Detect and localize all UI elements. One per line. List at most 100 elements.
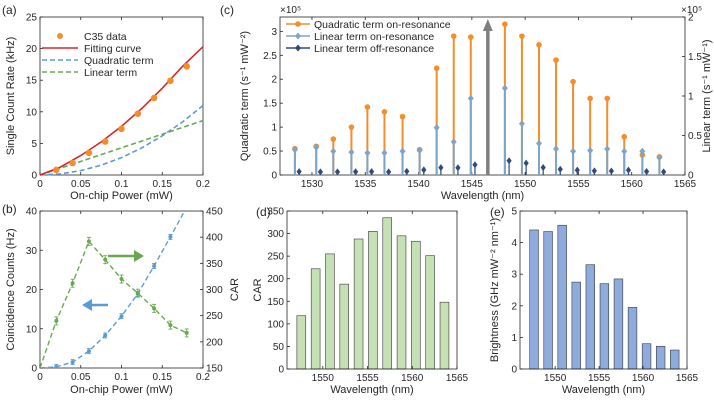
arrow-head-right [134,250,144,262]
stem-marker-linear-off [455,164,461,172]
panel-label-a: (a) [2,3,17,17]
axes-frame [39,210,204,369]
x-tick-label: 1530 [301,179,324,190]
y-tick-label: 20 [26,285,38,296]
stem-marker-linear-on [467,94,474,102]
legend-label: Fitting curve [84,43,141,55]
y2-axis-label: Linear term (s⁻¹ mW⁻¹) [701,39,713,152]
legend-label: Quadratic term on-resonance [314,19,451,31]
stem-marker-quadratic [502,21,508,27]
chart-panel-d: 1550 1555 1560 1565 0 50 100 150 200 250 300 350 Wav… [252,207,469,397]
stem-marker-quadratic [536,41,542,48]
stem-marker-linear-off [557,165,563,173]
x-tick-label: 1550 [514,179,537,190]
x-tick-label: 1560 [632,373,655,384]
y-tick-label: 20 [26,44,38,55]
bar [641,343,652,370]
stem-marker-quadratic [587,95,593,102]
stem-marker-linear-on [639,147,646,155]
stem-marker-linear-off [643,167,650,175]
stem-marker-quadratic [433,65,440,72]
plot-area [40,211,189,368]
series-line [39,104,204,176]
stem-marker-linear-on [587,147,594,155]
x-tick-label: 0.2 [196,179,210,190]
y-tick-label: 350 [267,207,284,218]
bar [557,224,567,370]
x-tick-label: 1550 [312,373,335,384]
x-tick-label: 1550 [544,373,567,384]
bar [425,255,435,370]
x-tick-label: 0.15 [153,179,173,190]
y-tick-label: 10 [26,107,38,118]
y-tick-label: 4 [511,238,517,249]
y-tick-label: 50 [273,342,285,353]
bar [339,283,350,370]
stem-marker-linear-on [433,124,440,132]
legend-marker [295,21,301,27]
data-point [152,306,157,311]
stem-marker-quadratic [519,33,525,39]
y-tick-label: 2.5 [263,51,277,62]
stem-marker-linear-off [386,168,392,176]
y-tick-label: 40 [26,207,38,218]
y-tick-label: 3 [271,27,277,38]
x-tick-label: 1560 [401,373,424,384]
data-point [183,62,190,70]
y-tick-label: 0.5 [263,147,277,158]
y-tick-label: 30 [26,246,38,257]
bar [325,253,335,370]
y2-tick-label: 200 [206,337,223,348]
y-axis-label: Quadratic term (s⁻¹ mW⁻²) [239,31,251,161]
y-tick-label: 250 [267,252,284,263]
x-tick-label: 0.1 [115,372,129,383]
bar [411,240,421,370]
data-point [54,318,59,323]
y2-tick-label: 1.5 [688,52,702,63]
y-axis-label: CAR [252,278,264,301]
x-tick-label: 1555 [567,179,590,190]
panel-label-b: (b) [2,202,17,216]
stem-marker-quadratic [570,78,576,85]
x-tick-label: 1560 [621,179,644,190]
data-point [168,323,173,328]
stem-marker-quadratic [381,109,388,115]
chart-panel-b: 0 0.05 0.1 0.15 0.2 0 10 20 30 40 150 200 250 300 350 4… [5,207,241,397]
stem-marker-linear-off [317,168,324,176]
stem-marker-linear-off [540,163,546,171]
y2-tick-label: 400 [206,233,223,244]
y-tick-label: 3 [511,270,517,281]
data-point [134,110,142,117]
y-tick-label: 2 [271,75,277,86]
x-tick-label: 0.2 [196,372,210,383]
series-line [40,240,188,368]
stem-marker-linear-on [348,148,355,156]
data-point [101,138,109,145]
legend-marker [57,33,63,39]
y-axis-label: Coincidence Counts (Hz) [5,228,17,350]
data-point [69,159,76,167]
stem-marker-quadratic [399,113,406,120]
stem-marker-quadratic [364,104,371,110]
bar [439,301,450,370]
stem-marker-linear-on [399,147,406,155]
y2-axis-label: CAR [229,278,241,301]
stem-marker-linear-off [353,168,359,176]
stem-marker-linear-on [656,154,663,162]
axes-frame [519,210,688,370]
data-point [118,125,125,133]
stem-marker-linear-on [518,120,525,128]
stem-marker-linear-off [591,167,597,175]
y-tick-label: 10 [26,324,38,335]
y-tick-label: 200 [267,274,284,285]
data-point [119,314,124,319]
x-tick-label: 1565 [676,373,699,384]
x-tick-label: 0.15 [153,372,173,383]
bar [353,238,364,370]
arrow-head-left [82,299,92,311]
x-tick-label: 0 [37,372,43,383]
y2-tick-label: 300 [206,285,223,296]
y-tick-label: 300 [267,229,284,240]
y-tick-label: 1 [271,123,277,134]
